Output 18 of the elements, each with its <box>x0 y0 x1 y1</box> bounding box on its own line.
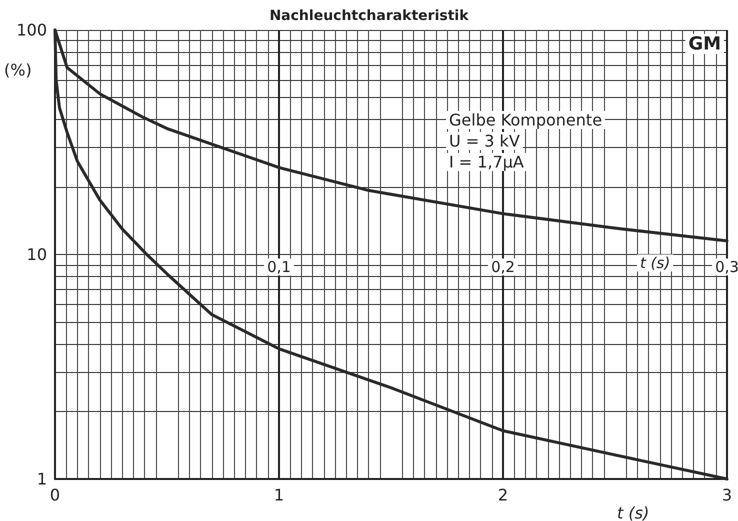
annotation: U = 3 kV <box>449 132 520 150</box>
annotation: Gelbe Komponente <box>449 110 602 130</box>
y-tick-label: 100 <box>16 20 47 40</box>
x2-tick-label: 0,2 <box>491 258 515 276</box>
x2-axis-title: t (s) <box>640 254 670 272</box>
x-tick-label: 1 <box>274 486 284 504</box>
x2-tick-label: 0,1 <box>267 258 291 276</box>
y-axis-title: (%) <box>4 60 32 80</box>
annotation: I = 1,7µA <box>449 152 524 172</box>
x-tick-label: 0 <box>50 486 60 504</box>
chart-title: Nachleuchtcharakteristik <box>269 8 470 24</box>
x2-tick-label: 0,3 <box>715 258 738 276</box>
y-tick-label: 1 <box>36 470 47 488</box>
y-tick-label: 10 <box>26 245 47 264</box>
x-tick-label: 2 <box>498 486 508 504</box>
annotation: GM <box>688 34 721 54</box>
x-axis-title: t (s) <box>617 504 650 521</box>
x-tick-label: 3 <box>722 486 732 504</box>
